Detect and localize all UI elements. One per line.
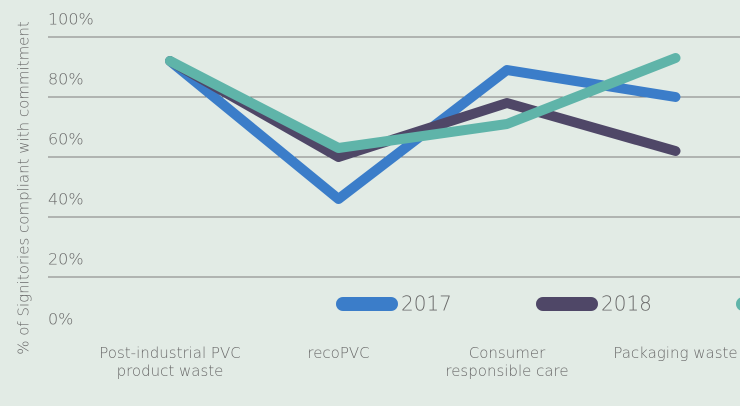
y-tick-label: 100%: [48, 10, 94, 29]
legend-label: 2018: [601, 292, 652, 316]
y-tick-label: 40%: [48, 190, 84, 209]
x-tick-label: Packaging waste: [613, 344, 738, 362]
series-line: [165, 56, 681, 162]
x-tick-label: Post-industrial PVC product waste: [99, 344, 241, 380]
legend-label: 2017: [401, 292, 452, 316]
y-tick-label: 20%: [48, 250, 84, 269]
series-line: [165, 53, 681, 153]
y-tick-label: 60%: [48, 130, 84, 149]
x-tick-label: Consumer responsible care: [445, 344, 569, 380]
y-tick-label: 80%: [48, 70, 84, 89]
y-axis-title: % of Signitories compliant with commitme…: [15, 21, 33, 355]
x-tick-label: recoPVC: [307, 344, 370, 362]
y-tick-label: 0%: [48, 310, 73, 329]
